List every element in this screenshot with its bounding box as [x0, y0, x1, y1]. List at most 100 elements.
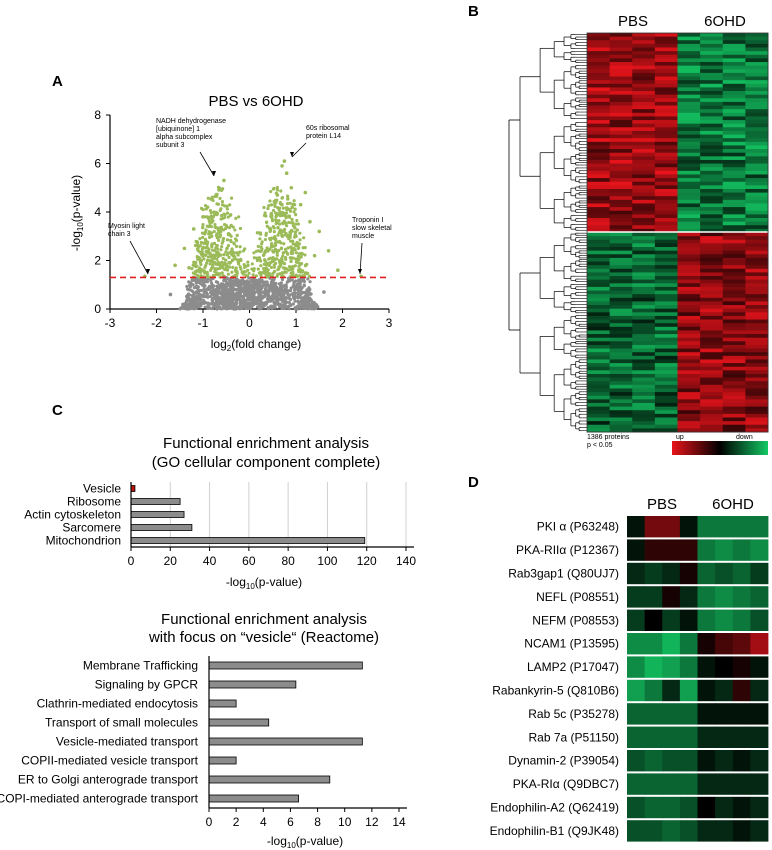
volcano-point: [220, 203, 225, 207]
heatmap-b-cell: [722, 127, 746, 132]
volcano-point: [205, 280, 210, 284]
volcano-annotation-arrowhead: [358, 269, 362, 274]
volcano-point: [276, 272, 280, 276]
heatmap-d-cell: [715, 656, 734, 678]
heatmap-b-cell: [677, 359, 701, 364]
volcano-point: [221, 216, 225, 220]
heatmap-b-cell: [609, 120, 633, 125]
volcano-point: [209, 278, 213, 282]
heatmap-b-cell: [700, 348, 724, 353]
heatmap-b-cell: [700, 254, 724, 259]
volcano-point: [203, 271, 207, 275]
volcano-point: [277, 206, 282, 210]
heatmap-b-cell: [700, 203, 724, 208]
heatmap-b-cell: [609, 334, 633, 339]
volcano-point: [173, 263, 177, 268]
volcano-point: [270, 219, 275, 223]
heatmap-b-cell: [745, 243, 769, 248]
heatmap-d-cell: [732, 726, 751, 748]
panel-label-d: D: [468, 474, 479, 491]
heatmap-b-cell: [722, 141, 746, 146]
heatmap-b-cell: [609, 283, 633, 288]
volcano-point: [258, 231, 262, 235]
heatmap-b-cell: [677, 417, 701, 422]
heatmap-b-cell: [587, 265, 611, 270]
heatmap-b-cell: [654, 283, 678, 288]
reactome-category-label: ER to Golgi anterograde transport: [18, 773, 199, 787]
volcano-point: [291, 239, 295, 243]
heatmap-b-cell: [587, 399, 611, 404]
heatmap-d-cell: [627, 679, 646, 702]
volcano-point: [193, 243, 198, 248]
heatmap-b-cell: [654, 402, 678, 408]
heatmap-d-cell: [679, 726, 698, 748]
heatmap-b-cell: [654, 308, 678, 313]
volcano-point: [255, 296, 259, 300]
volcano-point: [280, 233, 284, 238]
volcano-point: [259, 264, 263, 268]
heatmap-d-row-label: NCAM1 (P13595): [524, 637, 619, 651]
heatmap-d-cell: [644, 726, 663, 748]
volcano-point: [197, 275, 201, 279]
dendrogram: [508, 34, 587, 432]
heatmap-b-cell: [587, 33, 611, 38]
heatmap-b-cell: [745, 337, 769, 342]
heatmap-b-cell: [677, 243, 701, 248]
heatmap-b-cell: [745, 217, 769, 223]
heatmap-b-cell: [609, 76, 633, 81]
heatmap-b-cell: [722, 43, 746, 49]
heatmap-d-cell: [662, 750, 681, 772]
heatmap-b-cell: [722, 94, 746, 99]
heatmap-b-cell: [609, 145, 633, 150]
heatmap-b-cell: [609, 247, 633, 252]
heatmap-b-cell: [632, 72, 656, 78]
heatmap-b-cell: [722, 261, 746, 266]
heatmap-b-cell: [654, 276, 678, 281]
volcano-point: [201, 301, 205, 305]
volcano-point: [226, 232, 231, 236]
heatmap-d-cell: [697, 539, 716, 561]
heatmap-b-cell: [632, 98, 656, 103]
heatmap-b-cell: [700, 337, 724, 342]
volcano-point: [282, 229, 286, 234]
heatmap-d-cell: [627, 656, 646, 678]
volcano-point: [218, 272, 222, 276]
heatmap-b-cell: [654, 112, 678, 117]
volcano-point: [218, 226, 222, 230]
heatmap-b-cell: [677, 138, 701, 143]
heatmap-b-cell: [700, 80, 724, 85]
heatmap-b-cell: [609, 384, 633, 389]
heatmap-d-cell: [697, 750, 716, 772]
volcano-point: [214, 193, 218, 197]
heatmap-b-cell: [632, 47, 656, 52]
heatmap-b-cell: [745, 141, 769, 146]
heatmap-b-cell: [654, 381, 678, 386]
heatmap-b-cell: [609, 217, 633, 223]
reactome-title-line1: Functional enrichment analysis: [161, 611, 367, 628]
heatmap-b-cell: [745, 62, 769, 67]
heatmap-b-cell: [722, 257, 746, 263]
heatmap-b-cell: [609, 392, 633, 397]
volcano-point: [255, 231, 259, 235]
heatmap-b-cell: [632, 428, 656, 433]
heatmap-b-cell: [654, 326, 678, 331]
heatmap-b-cell: [632, 399, 656, 404]
heatmap-b-cell: [677, 348, 701, 353]
reactome-x-tick-label: 12: [365, 815, 379, 829]
heatmap-b-cell: [609, 366, 633, 371]
heatmap-d-cell: [644, 633, 663, 655]
volcano-point: [299, 255, 303, 259]
heatmap-d-cell: [662, 633, 681, 655]
heatmap-b-cell: [722, 65, 746, 70]
heatmap-b-cell: [722, 87, 746, 92]
volcano-point: [224, 263, 229, 268]
heatmap-d-cell: [732, 586, 751, 608]
volcano-point: [296, 291, 300, 295]
heatmap-d-cell: [644, 586, 663, 608]
volcano-point: [231, 253, 236, 258]
heatmap-b-cell: [700, 156, 724, 161]
heatmap-b-cell: [722, 297, 746, 302]
volcano-point: [188, 285, 192, 289]
volcano-point: [260, 240, 264, 244]
volcano-point: [287, 220, 291, 225]
